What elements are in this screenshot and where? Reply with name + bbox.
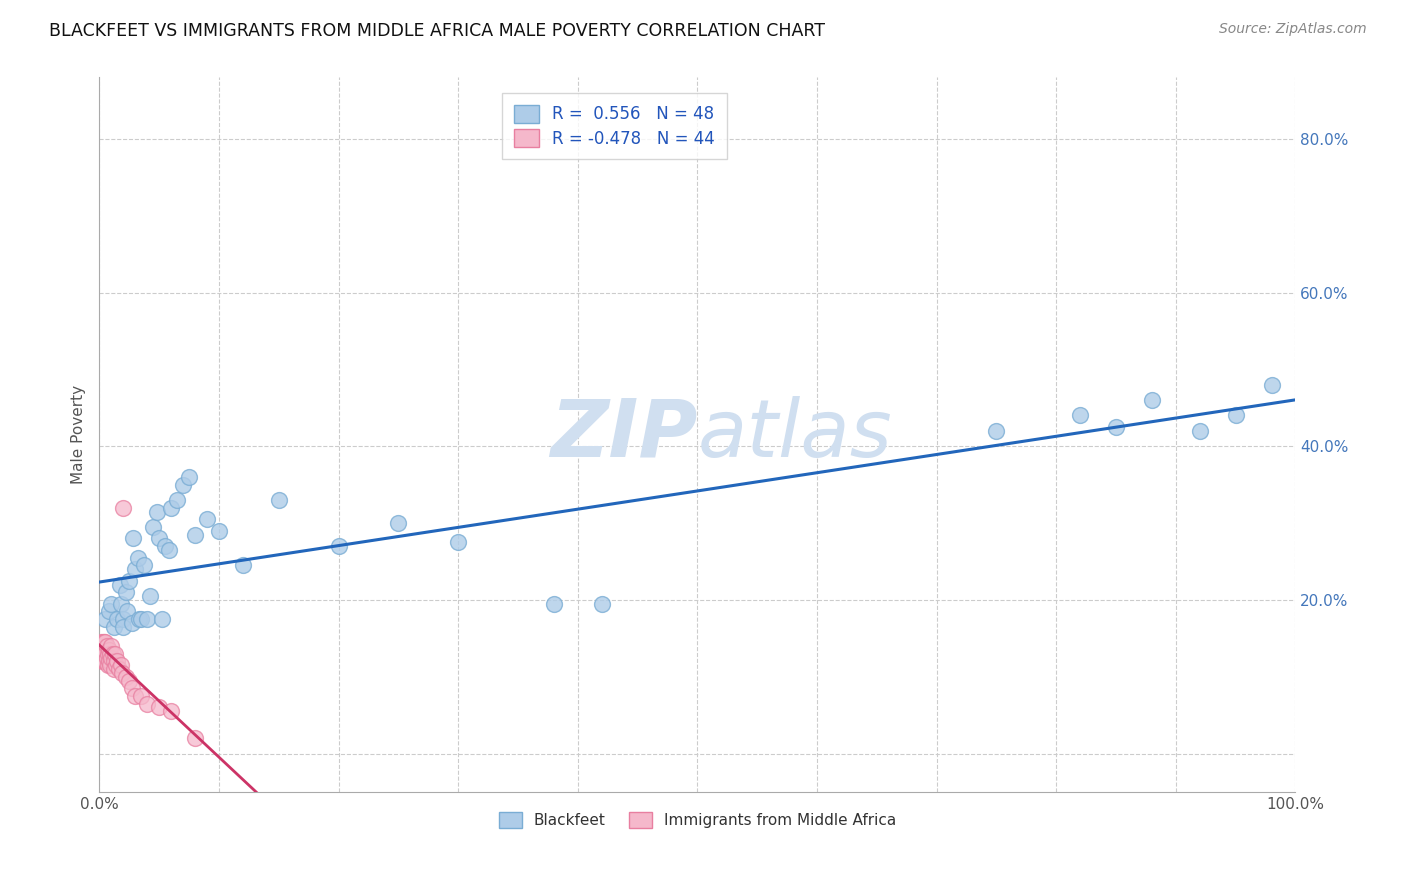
Point: [103, 662, 125, 676]
Point: [98, 647, 121, 661]
Point: [112, 612, 135, 626]
Point: [132, 558, 155, 573]
Point: [112, 620, 135, 634]
Point: [98, 658, 121, 673]
Point: [105, 658, 128, 673]
Point: [94, 612, 117, 626]
Point: [91, 650, 114, 665]
Point: [157, 543, 180, 558]
Point: [107, 662, 129, 676]
Point: [179, 470, 201, 484]
Point: [96, 650, 118, 665]
Point: [90, 650, 112, 665]
Point: [101, 647, 124, 661]
Point: [172, 477, 194, 491]
Point: [90, 635, 112, 649]
Point: [146, 504, 169, 518]
Point: [986, 424, 1008, 438]
Text: Source: ZipAtlas.com: Source: ZipAtlas.com: [1219, 22, 1367, 37]
Point: [136, 612, 159, 626]
Point: [1140, 393, 1163, 408]
Point: [110, 658, 132, 673]
Point: [208, 524, 231, 538]
Point: [98, 604, 121, 618]
Point: [118, 673, 141, 688]
Text: BLACKFEET VS IMMIGRANTS FROM MIDDLE AFRICA MALE POVERTY CORRELATION CHART: BLACKFEET VS IMMIGRANTS FROM MIDDLE AFRI…: [49, 22, 825, 40]
Point: [129, 612, 152, 626]
Point: [129, 689, 152, 703]
Point: [111, 665, 134, 680]
Point: [124, 562, 146, 576]
Point: [1188, 424, 1211, 438]
Point: [160, 704, 183, 718]
Point: [114, 585, 136, 599]
Point: [93, 654, 115, 668]
Point: [112, 500, 135, 515]
Point: [121, 681, 143, 696]
Point: [98, 643, 121, 657]
Point: [122, 532, 145, 546]
Point: [90, 654, 112, 668]
Point: [103, 620, 125, 634]
Point: [90, 647, 112, 661]
Point: [121, 615, 143, 630]
Point: [142, 520, 165, 534]
Point: [1069, 409, 1091, 423]
Legend: Blackfeet, Immigrants from Middle Africa: Blackfeet, Immigrants from Middle Africa: [492, 806, 903, 834]
Point: [447, 535, 470, 549]
Point: [104, 647, 127, 661]
Point: [98, 654, 121, 668]
Point: [115, 604, 138, 618]
Text: ZIP: ZIP: [550, 396, 697, 474]
Point: [136, 697, 159, 711]
Point: [160, 500, 183, 515]
Point: [97, 647, 120, 661]
Point: [1225, 409, 1247, 423]
Point: [94, 635, 117, 649]
Point: [124, 689, 146, 703]
Point: [195, 512, 218, 526]
Point: [232, 558, 254, 573]
Point: [118, 574, 141, 588]
Point: [591, 597, 613, 611]
Point: [387, 516, 409, 530]
Point: [184, 527, 207, 541]
Point: [100, 597, 122, 611]
Point: [110, 597, 132, 611]
Point: [1105, 420, 1128, 434]
Point: [150, 612, 173, 626]
Point: [100, 639, 122, 653]
Point: [148, 532, 170, 546]
Point: [100, 650, 122, 665]
Point: [166, 493, 188, 508]
Point: [96, 639, 118, 653]
Point: [105, 654, 128, 668]
Point: [138, 589, 160, 603]
Point: [328, 539, 350, 553]
Point: [267, 493, 290, 508]
Point: [108, 577, 131, 591]
Point: [93, 647, 115, 661]
Point: [1260, 377, 1282, 392]
Point: [91, 635, 114, 649]
Text: atlas: atlas: [697, 396, 893, 474]
Point: [103, 654, 125, 668]
Point: [155, 539, 177, 553]
Point: [93, 635, 115, 649]
Point: [148, 700, 170, 714]
Point: [105, 612, 128, 626]
Point: [94, 647, 117, 661]
Point: [128, 612, 150, 626]
Point: [97, 658, 120, 673]
Point: [91, 643, 114, 657]
Point: [114, 670, 136, 684]
Point: [127, 550, 149, 565]
Point: [543, 597, 565, 611]
Point: [90, 639, 112, 653]
Point: [184, 731, 207, 746]
Y-axis label: Male Poverty: Male Poverty: [72, 385, 86, 484]
Point: [90, 643, 112, 657]
Point: [94, 654, 117, 668]
